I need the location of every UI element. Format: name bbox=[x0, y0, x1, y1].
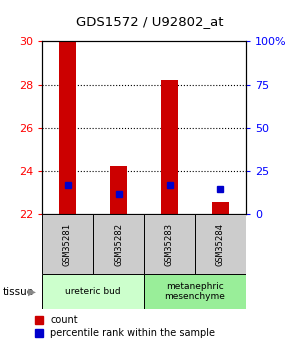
Legend: count, percentile rank within the sample: count, percentile rank within the sample bbox=[35, 315, 215, 338]
Text: tissue: tissue bbox=[3, 287, 34, 296]
Bar bbox=[58, 41, 76, 214]
Text: GSM35283: GSM35283 bbox=[165, 223, 174, 266]
Text: GSM35281: GSM35281 bbox=[63, 223, 72, 266]
Bar bbox=[42, 274, 144, 309]
Text: GSM35284: GSM35284 bbox=[216, 223, 225, 266]
Bar bbox=[110, 167, 128, 214]
Bar bbox=[144, 214, 195, 274]
Bar bbox=[93, 214, 144, 274]
Text: GSM35282: GSM35282 bbox=[114, 223, 123, 266]
Bar bbox=[144, 274, 246, 309]
Bar bbox=[212, 202, 230, 214]
Bar bbox=[160, 80, 178, 214]
Bar bbox=[42, 214, 93, 274]
Bar bbox=[195, 214, 246, 274]
Text: metanephric
mesenchyme: metanephric mesenchyme bbox=[165, 282, 225, 301]
Text: ureteric bud: ureteric bud bbox=[65, 287, 121, 296]
Text: GDS1572 / U92802_at: GDS1572 / U92802_at bbox=[76, 16, 224, 29]
Text: ▶: ▶ bbox=[28, 287, 36, 296]
